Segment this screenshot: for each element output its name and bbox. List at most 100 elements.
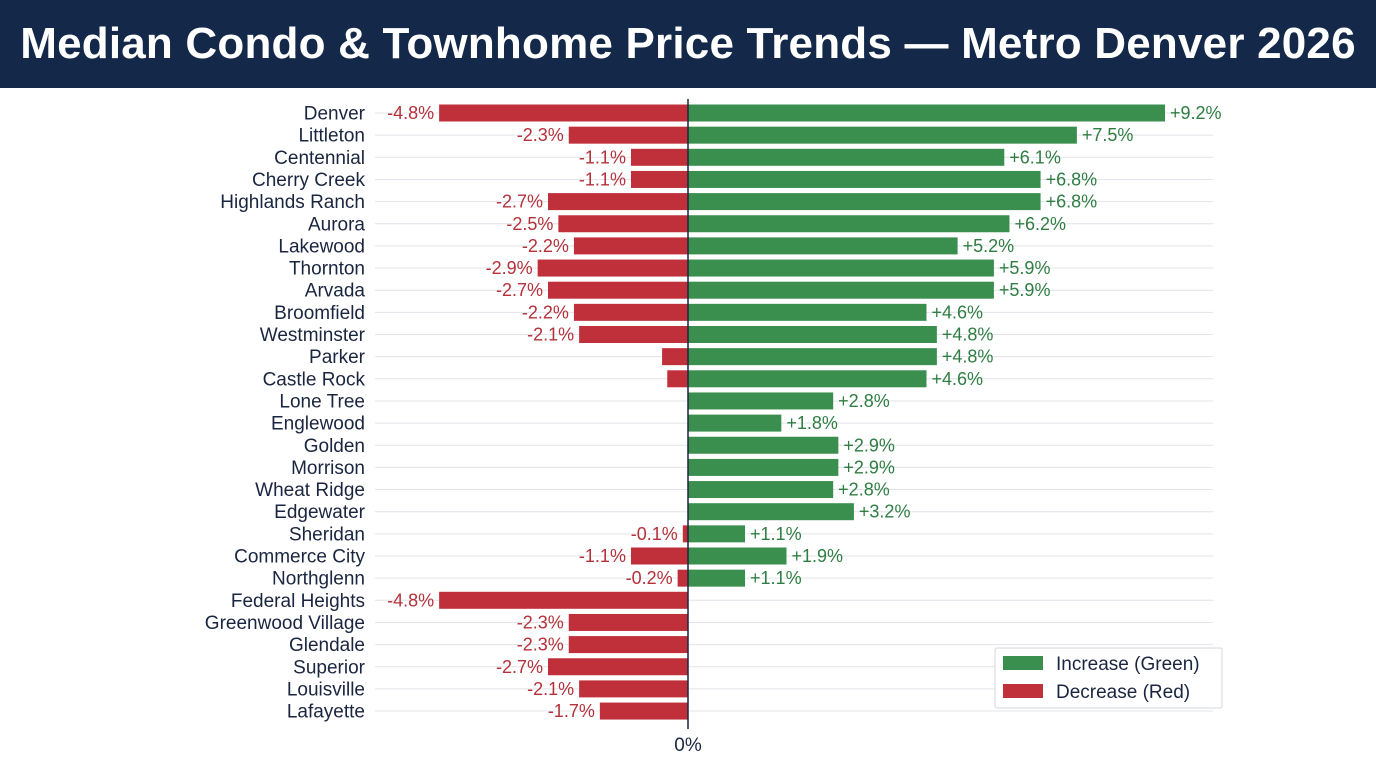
decrease-bar [579, 326, 688, 343]
decrease-value-label: -2.1% [527, 325, 574, 345]
increase-bar [688, 215, 1010, 233]
decrease-value-label: -2.2% [522, 302, 569, 322]
decrease-bar [548, 658, 688, 676]
increase-value-label: +5.9% [999, 258, 1051, 278]
category-label: Castle Rock [263, 369, 366, 390]
category-label: Federal Heights [231, 591, 365, 612]
decrease-bar [568, 636, 688, 654]
bar-chart: Denver +9.2% -4.8% Littleton +7.5% -2.3% Cente… [205, 99, 1223, 756]
decrease-bar [548, 281, 688, 299]
category-label: Denver [304, 104, 366, 125]
increase-bar [688, 326, 937, 343]
zero-tick-label: 0% [674, 735, 702, 756]
category-label: Edgewater [274, 502, 366, 523]
decrease-bar [439, 591, 688, 609]
labels: Denver +9.2% -4.8% Littleton +7.5% -2.3% Cente… [205, 103, 1222, 723]
category-label: Arvada [305, 281, 366, 302]
category-label: Parker [309, 347, 366, 368]
increase-bar [688, 392, 834, 410]
category-label: Broomfield [274, 303, 365, 324]
increase-value-label: +1.9% [792, 546, 844, 566]
increase-bar [688, 148, 1005, 166]
increase-value-label: +4.8% [942, 347, 994, 367]
increase-bar [688, 348, 937, 366]
decrease-bar [579, 680, 688, 698]
category-label: Thornton [289, 259, 365, 280]
bars [439, 104, 1166, 720]
increase-value-label: +1.8% [786, 413, 838, 433]
increase-bar [688, 170, 1041, 188]
chart-title: Median Condo & Townhome Price Trends — M… [20, 19, 1356, 68]
category-label: Littleton [298, 126, 365, 147]
increase-value-label: +6.8% [1046, 192, 1098, 212]
decrease-value-label: -4.8% [387, 590, 434, 610]
increase-value-label: +6.2% [1014, 214, 1066, 234]
increase-value-label: +4.6% [932, 302, 984, 322]
decrease-value-label: -1.1% [579, 546, 626, 566]
decrease-bar [568, 613, 688, 631]
decrease-value-label: -4.8% [387, 103, 434, 123]
decrease-bar [537, 259, 688, 277]
increase-value-label: +6.8% [1046, 169, 1098, 189]
increase-value-label: +9.2% [1170, 103, 1222, 123]
increase-value-label: +2.9% [843, 457, 895, 477]
category-label: Morrison [291, 458, 365, 479]
increase-value-label: +5.2% [963, 236, 1015, 256]
category-label: Highlands Ranch [220, 192, 365, 213]
decrease-bar [630, 148, 688, 166]
increase-bar [688, 503, 854, 521]
decrease-value-label: -2.9% [486, 258, 533, 278]
category-label: Superior [293, 657, 365, 678]
decrease-bar [439, 104, 688, 122]
increase-value-label: +4.6% [932, 369, 984, 389]
decrease-bar [558, 215, 688, 233]
category-label: Lakewood [278, 236, 365, 257]
decrease-value-label: -2.3% [517, 635, 564, 655]
increase-value-label: +7.5% [1082, 125, 1134, 145]
increase-value-label: +3.2% [859, 502, 911, 522]
decrease-bar [630, 170, 688, 188]
increase-bar [688, 569, 746, 587]
category-label: Greenwood Village [205, 613, 365, 634]
category-label: Lafayette [287, 702, 365, 723]
decrease-bar [573, 303, 688, 321]
category-label: Sheridan [289, 524, 365, 545]
decrease-value-label: -0.2% [626, 568, 673, 588]
legend-swatch [1003, 656, 1043, 670]
category-label: Lone Tree [279, 391, 365, 412]
increase-value-label: +6.1% [1009, 147, 1061, 167]
decrease-bar [573, 237, 688, 255]
increase-bar [688, 481, 834, 499]
decrease-value-label: -2.2% [522, 236, 569, 256]
decrease-bar [662, 348, 688, 366]
decrease-value-label: -0.1% [631, 524, 678, 544]
increase-bar [688, 259, 994, 277]
decrease-bar [548, 193, 688, 211]
category-label: Louisville [287, 679, 365, 700]
increase-value-label: +1.1% [750, 524, 802, 544]
category-label: Englewood [271, 414, 365, 435]
decrease-bar [568, 126, 688, 144]
decrease-value-label: -2.7% [496, 280, 543, 300]
increase-bar [688, 370, 927, 388]
increase-value-label: +2.8% [838, 480, 890, 500]
increase-bar [688, 436, 839, 454]
increase-bar [688, 126, 1077, 144]
decrease-bar [682, 525, 688, 543]
increase-bar [688, 303, 927, 321]
increase-bar [688, 104, 1166, 122]
category-label: Golden [304, 436, 365, 457]
increase-value-label: +5.9% [999, 280, 1051, 300]
category-label: Cherry Creek [252, 170, 365, 191]
decrease-bar [599, 702, 688, 720]
increase-bar [688, 458, 839, 476]
decrease-value-label: -2.7% [496, 657, 543, 677]
title-banner: Median Condo & Townhome Price Trends — M… [0, 0, 1376, 88]
decrease-bar [667, 370, 688, 388]
increase-value-label: +4.8% [942, 325, 994, 345]
decrease-bar [677, 569, 688, 587]
increase-bar [688, 193, 1041, 211]
legend-label: Increase (Green) [1056, 654, 1200, 675]
decrease-value-label: -1.7% [548, 701, 595, 721]
decrease-bar [630, 547, 688, 565]
